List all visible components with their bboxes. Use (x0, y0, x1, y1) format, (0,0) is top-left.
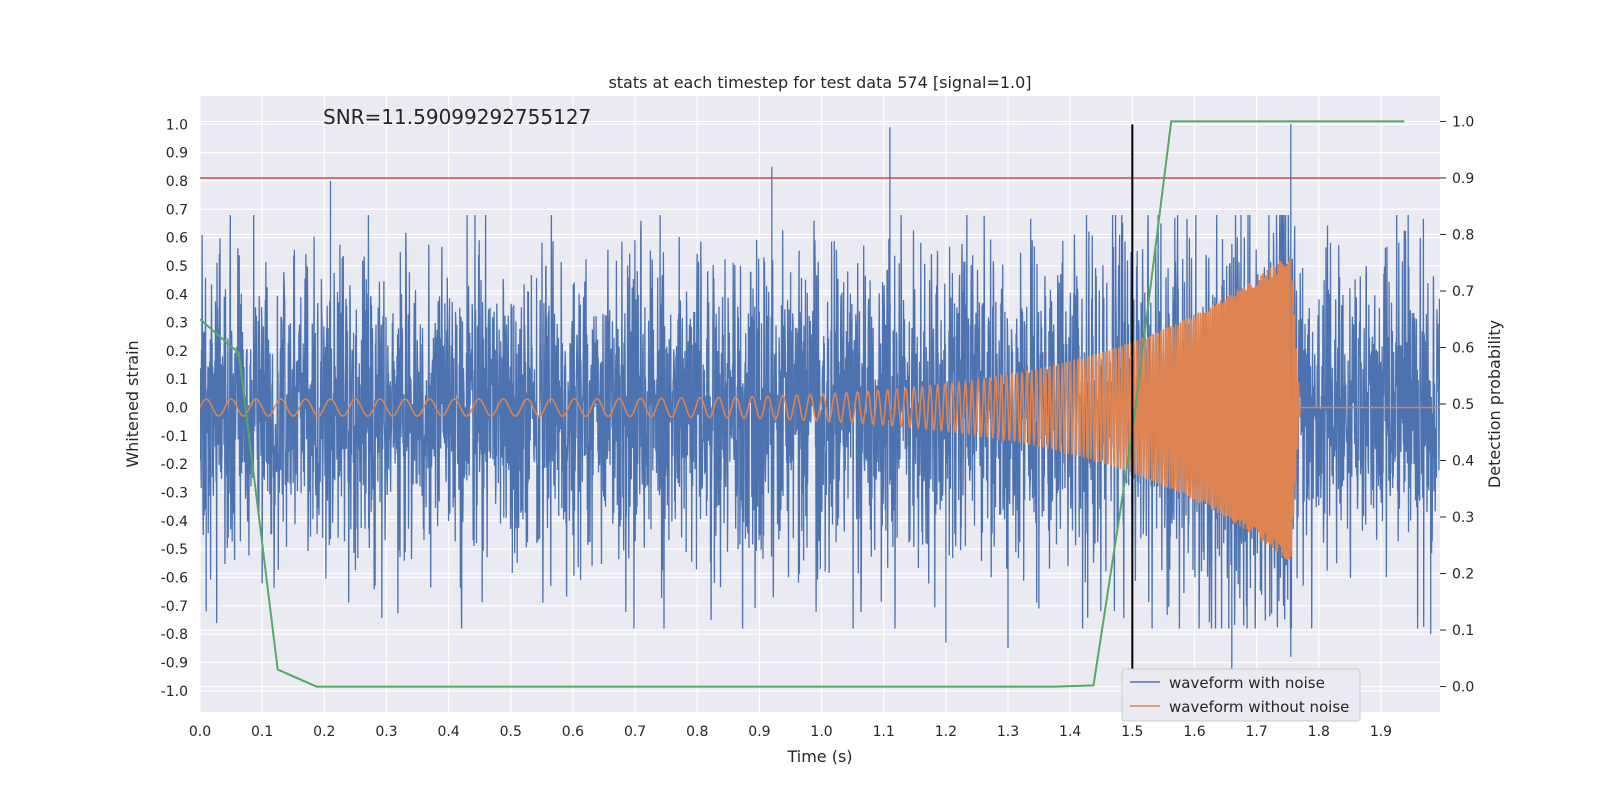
y-tick-label: -0.2 (161, 457, 188, 473)
y-tick-label: -0.8 (161, 627, 188, 643)
x-tick-label: 1.5 (1121, 724, 1143, 740)
y-tick-label: -0.6 (161, 570, 188, 586)
x-tick-label: 0.2 (313, 724, 335, 740)
y-tick-label: -0.4 (161, 514, 188, 530)
y-tick-label: -0.3 (161, 486, 188, 502)
y-tick-label: 0.9 (166, 146, 188, 162)
y-tick-label: -1.0 (161, 684, 188, 700)
y-tick-label: 0.7 (166, 202, 188, 218)
y2-tick-label: 0.6 (1452, 340, 1474, 356)
x-tick-label: 1.0 (810, 724, 832, 740)
chart-title: stats at each timestep for test data 574… (608, 73, 1031, 92)
y2-tick-label: 0.2 (1452, 567, 1474, 583)
y-tick-label: -0.7 (161, 599, 188, 615)
y-axis-label: Whitened strain (123, 340, 142, 467)
x-tick-label: 0.4 (437, 724, 459, 740)
y-tick-label: -0.9 (161, 655, 188, 671)
legend-label-clean: waveform without noise (1169, 698, 1349, 716)
plot-area (200, 120, 1440, 691)
y-tick-label: 0.2 (166, 344, 188, 360)
x-tick-label: 0.3 (375, 724, 397, 740)
x-tick-label: 1.8 (1308, 724, 1330, 740)
x-tick-label: 1.2 (935, 724, 957, 740)
x-tick-label: 1.4 (1059, 724, 1081, 740)
x-tick-label: 0.9 (748, 724, 770, 740)
legend-box (1121, 668, 1361, 722)
y-tick-label: 0.3 (166, 316, 188, 332)
x-tick-label: 1.3 (997, 724, 1019, 740)
ticks: 0.0 0.1 0.2 0.3 0.4 0.5 0.6 0.7 0.8 0.9 1.0 1.1 1.2 1… (161, 114, 1475, 740)
y-tick-label: 0.6 (166, 231, 188, 247)
legend: waveform with noise waveform without noi… (1121, 668, 1361, 722)
x-tick-label: 0.1 (251, 724, 273, 740)
y2-tick-label: 0.8 (1452, 227, 1474, 243)
x-tick-label: 1.9 (1370, 724, 1392, 740)
x-tick-label: 0.7 (624, 724, 646, 740)
y2-tick-label: 0.7 (1452, 284, 1474, 300)
y-tick-label: 1.0 (166, 117, 188, 133)
y2-tick-label: 0.0 (1452, 680, 1474, 696)
x-tick-label: 1.1 (873, 724, 895, 740)
y2-tick-label: 0.9 (1452, 171, 1474, 187)
y-tick-label: 0.0 (166, 401, 188, 417)
x-tick-label: 1.6 (1183, 724, 1205, 740)
y2-axis-label: Detection probability (1485, 320, 1504, 488)
x-tick-label: 1.7 (1246, 724, 1268, 740)
legend-label-noise: waveform with noise (1169, 674, 1325, 692)
y2-tick-label: 0.5 (1452, 397, 1474, 413)
y-tick-label: -0.1 (161, 429, 188, 445)
x-tick-label: 0.5 (500, 724, 522, 740)
y-tick-label: -0.5 (161, 542, 188, 558)
x-tick-label: 0.0 (189, 724, 211, 740)
x-axis-label: Time (s) (786, 747, 852, 766)
series-detection-probability (200, 120, 1405, 688)
y2-tick-label: 0.1 (1452, 623, 1474, 639)
snr-annotation: SNR=11.59099292755127 (323, 105, 591, 129)
x-tick-label: 0.6 (562, 724, 584, 740)
y2-tick-label: 0.3 (1452, 510, 1474, 526)
y-tick-label: 0.5 (166, 259, 188, 275)
y-tick-label: 0.4 (166, 287, 188, 303)
series-waveform-without-noise (200, 256, 1440, 560)
y2-tick-label: 0.4 (1452, 454, 1474, 470)
x-tick-label: 0.8 (686, 724, 708, 740)
y2-tick-label: 1.0 (1452, 114, 1474, 130)
y-tick-label: 0.1 (166, 372, 188, 388)
y-tick-label: 0.8 (166, 174, 188, 190)
